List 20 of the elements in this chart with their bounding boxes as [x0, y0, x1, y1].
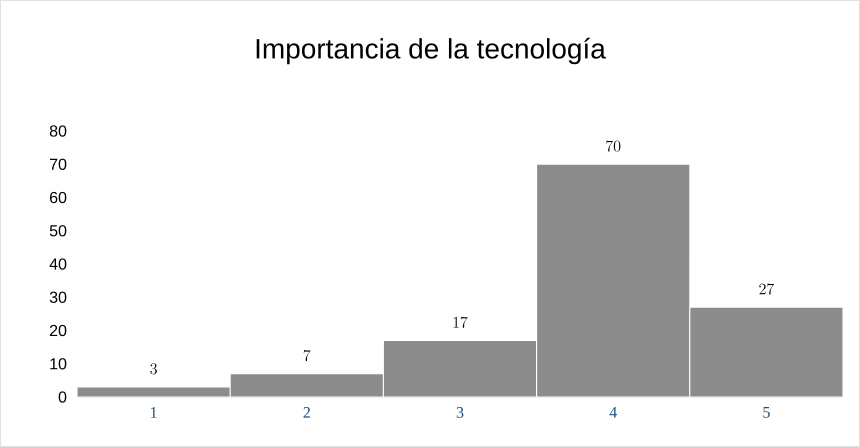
y-tick-label: 30: [50, 292, 66, 303]
x-tick-label: 1: [151, 407, 157, 418]
y-tick-label: 0: [58, 391, 66, 403]
y-tick-label: 50: [50, 225, 66, 236]
y-tick-label: 80: [50, 125, 66, 137]
data-label: 27: [759, 283, 774, 295]
x-tick-label: 3: [456, 407, 464, 418]
y-tick-label: 60: [50, 192, 66, 204]
y-tick-label: 10: [50, 358, 66, 370]
data-label: 17: [454, 316, 468, 328]
data-label: 7: [304, 350, 310, 362]
x-tick-label: 4: [610, 407, 617, 418]
y-tick-label: 40: [50, 258, 66, 270]
data-label: 3: [150, 363, 157, 374]
y-tick-label: 20: [50, 324, 66, 336]
data-label: 70: [606, 140, 620, 152]
x-tick-label: 5: [763, 407, 770, 418]
x-tick-label: 2: [304, 407, 310, 418]
y-tick-label: 70: [50, 158, 66, 170]
chart-title: Importancia de la tecnología: [256, 38, 606, 64]
